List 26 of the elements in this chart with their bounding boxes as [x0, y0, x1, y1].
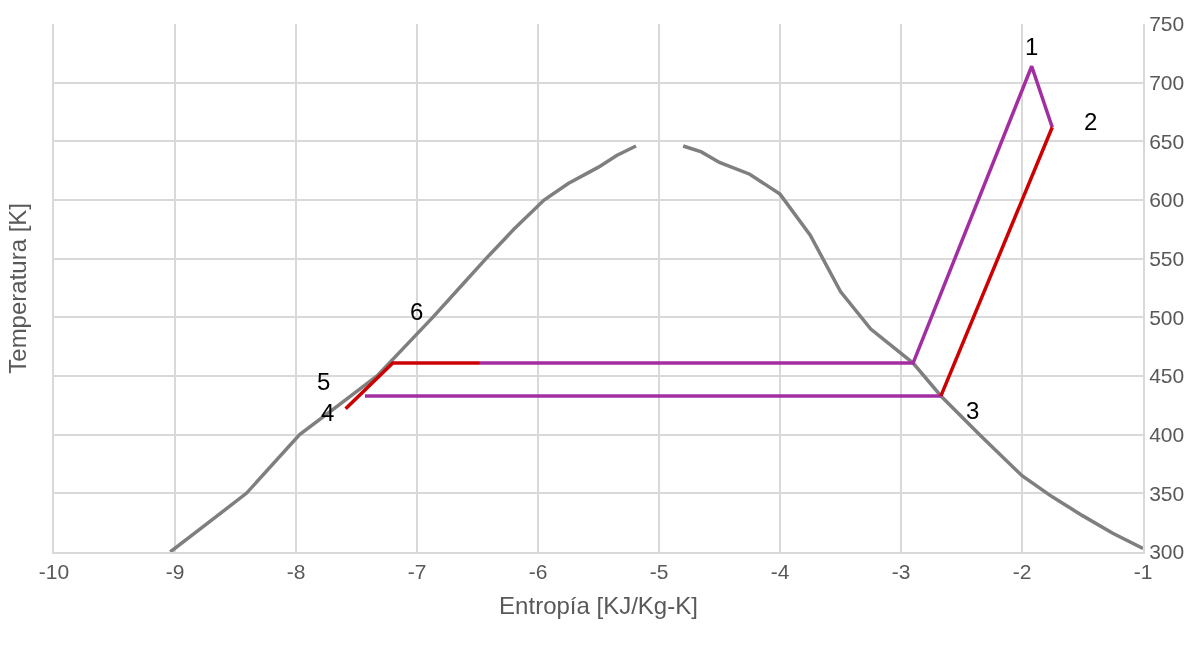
- x-tick-label: -6: [528, 560, 548, 584]
- x-tick-label: -10: [38, 560, 70, 584]
- y-tick-label: 550: [1149, 247, 1185, 271]
- y-tick-label: 600: [1149, 188, 1185, 212]
- x-axis-title: Entropía [KJ/Kg-K]: [499, 592, 698, 619]
- x-tick-label: -5: [649, 560, 669, 584]
- y-tick-label: 450: [1149, 364, 1185, 388]
- annotation: 1: [1025, 33, 1039, 60]
- y-tick-label: 500: [1149, 305, 1185, 329]
- x-tick-label: -2: [1012, 560, 1032, 584]
- y-tick-label: 750: [1149, 12, 1185, 36]
- x-tick-label: -4: [770, 560, 790, 584]
- y-axis-title: Temperatura [K]: [3, 202, 31, 374]
- x-tick-label: -9: [165, 560, 185, 584]
- y-tick-label: 350: [1149, 481, 1185, 505]
- y-tick-label: 400: [1149, 423, 1185, 447]
- x-tick-label: -8: [286, 560, 306, 584]
- x-tick-label: -7: [407, 560, 427, 584]
- annotation: 2: [1084, 108, 1098, 135]
- x-tick-label: -3: [891, 560, 911, 584]
- annotation: 6: [410, 298, 424, 325]
- y-tick-label: 650: [1149, 129, 1185, 153]
- y-tick-label: 700: [1149, 71, 1185, 95]
- annotation: 5: [317, 368, 331, 395]
- annotation: 4: [321, 399, 335, 426]
- annotation: 3: [966, 397, 980, 424]
